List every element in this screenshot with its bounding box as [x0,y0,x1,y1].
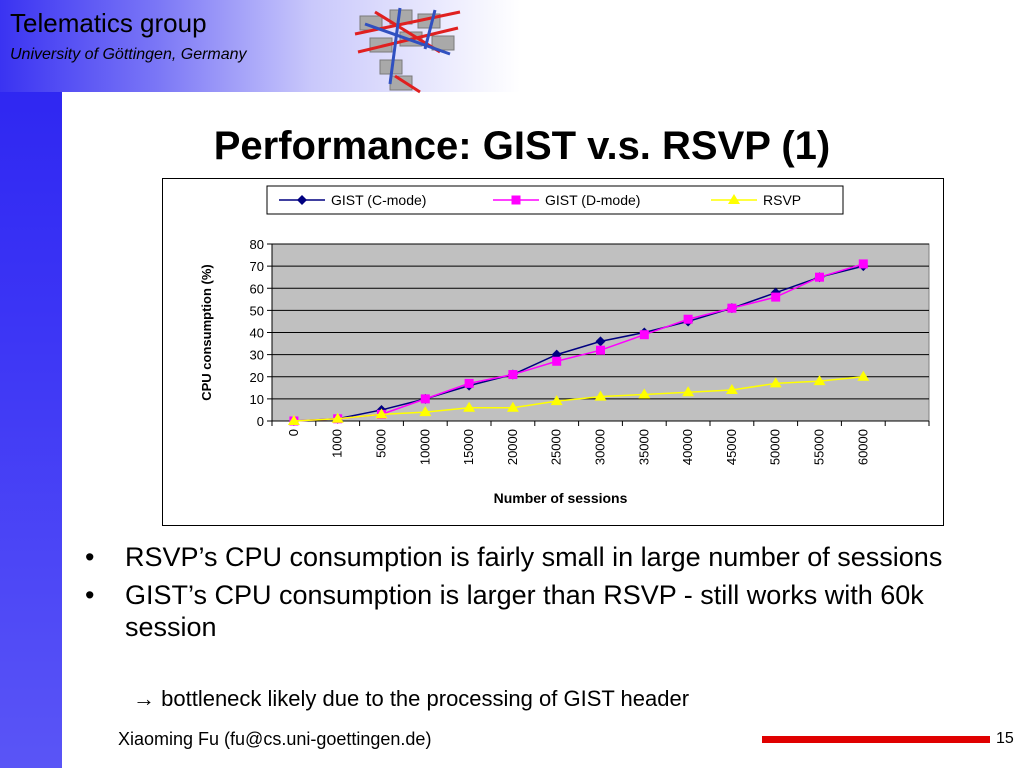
x-tick-label: 45000 [724,429,739,465]
legend-label: GIST (C-mode) [331,192,426,208]
y-tick-label: 10 [250,392,264,407]
data-point [419,406,432,417]
y-tick-label: 70 [250,259,264,274]
x-tick-label: 0 [286,429,301,436]
data-point [857,370,870,381]
data-point [682,386,695,397]
x-tick-label: 10000 [417,429,432,465]
data-point [727,303,737,313]
data-point [287,415,300,425]
x-tick-label: 50000 [768,429,783,465]
data-point [815,272,824,282]
footer-accent-line [762,736,990,743]
data-point [375,408,388,419]
x-tick-label: 35000 [636,429,651,465]
y-tick-label: 30 [250,348,264,363]
x-tick-label: 15000 [461,429,476,465]
footer-author: Xiaoming Fu (fu@cs.uni-goettingen.de) [118,729,432,749]
x-tick-label: 20000 [505,429,520,465]
bullet-text: RSVP’s CPU consumption is fairly small i… [125,542,943,572]
slide-title: Performance: GIST v.s. RSVP (1) [213,124,831,168]
y-axis-label: CPU consumption (%) [199,264,214,401]
data-point [725,384,738,395]
data-point [638,388,651,399]
bullet-marker: • [85,542,95,572]
data-point [331,412,344,423]
x-axis-label: Number of sessions [494,490,628,506]
data-point [858,259,868,269]
org-name: Telematics group [10,8,207,38]
data-point [595,336,606,347]
sub-bullet-text: bottleneck likely due to the processing … [161,686,690,711]
x-tick-label: 40000 [680,429,695,465]
page-number: 15 [996,730,1014,747]
org-subtitle: University of Göttingen, Germany [10,46,247,63]
data-point [771,292,781,302]
x-tick-label: 25000 [549,429,564,465]
y-tick-label: 80 [250,237,264,252]
data-point [769,377,782,388]
data-point [511,195,521,205]
bullet-item: • GIST’s CPU consumption is larger than … [85,579,945,643]
sub-bullet: → bottleneck likely due to the processin… [133,686,689,712]
bullet-marker: • [85,580,95,610]
bullet-item: • RSVP’s CPU consumption is fairly small… [85,541,945,573]
data-point [683,314,693,324]
arrow-icon: → [133,686,155,711]
data-point [508,370,518,380]
x-tick-label: 5000 [374,429,389,458]
data-point [639,330,649,340]
legend-label: RSVP [763,192,801,208]
line-chart: 0 10 20 30 40 50 60 70 80 0 1000 5000 10000 15000 2000… [199,185,930,506]
x-tick-label: 1000 [330,429,345,458]
left-accent-band [0,0,62,768]
data-point [463,401,476,412]
bullet-list: • RSVP’s CPU consumption is fairly small… [85,541,945,649]
data-point [813,375,826,386]
x-tick-label: 55000 [812,429,827,465]
y-tick-label: 50 [250,303,264,318]
data-point [594,390,607,401]
legend-label: GIST (D-mode) [545,192,640,208]
data-point [464,378,474,388]
series-line [293,376,864,422]
x-tick-label: 30000 [593,429,608,465]
data-point [728,194,740,204]
data-point [596,345,605,355]
y-tick-label: 20 [250,370,264,385]
y-tick-label: 0 [257,414,264,429]
data-point [550,395,563,406]
series-line [293,263,864,422]
bullet-text: GIST’s CPU consumption is larger than RS… [125,580,924,642]
chart-container: 0 10 20 30 40 50 60 70 80 0 1000 5000 10000 15000 2000… [162,178,944,526]
data-point [552,356,562,366]
series-line [293,265,864,422]
y-tick-label: 40 [250,326,264,341]
x-tick-label: 60000 [855,429,870,465]
y-tick-label: 60 [250,281,264,296]
data-point [297,195,307,205]
data-point [506,401,519,412]
data-point [420,394,430,404]
telematics-logo [354,7,461,94]
